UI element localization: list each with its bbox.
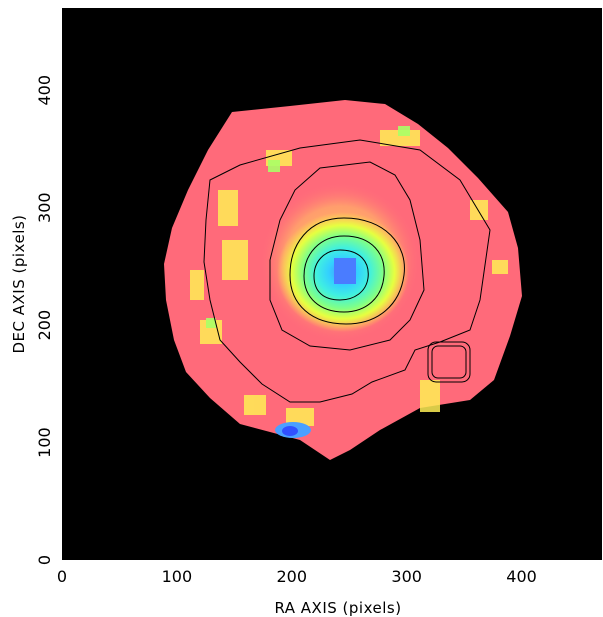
contour-inner bbox=[289, 217, 405, 325]
contour-box-outer bbox=[427, 341, 471, 383]
x-axis-label: RA AXIS (pixels) bbox=[274, 599, 401, 617]
x-tick-label: 100 bbox=[162, 567, 193, 586]
blue-knot-center bbox=[282, 426, 298, 436]
contour-peak bbox=[313, 249, 369, 301]
contour-box-inner bbox=[431, 345, 467, 379]
core-peak bbox=[334, 258, 356, 284]
y-tick-label: 300 bbox=[35, 192, 54, 223]
y-axis-label: DEC AXIS (pixels) bbox=[10, 214, 28, 353]
y-tick-label: 100 bbox=[35, 427, 54, 458]
y-tick-label: 0 bbox=[35, 555, 54, 565]
y-tick-label: 400 bbox=[35, 75, 54, 106]
contour-outer bbox=[203, 139, 491, 403]
emission-map bbox=[164, 100, 522, 460]
x-tick-label: 400 bbox=[506, 567, 537, 586]
contour-core bbox=[303, 235, 385, 313]
x-tick-label: 0 bbox=[57, 567, 67, 586]
contours bbox=[203, 139, 491, 403]
x-tick-label: 200 bbox=[277, 567, 308, 586]
x-axis: 0 100 200 300 400 bbox=[57, 567, 537, 586]
x-tick-label: 300 bbox=[391, 567, 422, 586]
y-tick-label: 200 bbox=[35, 310, 54, 341]
green-patches bbox=[206, 126, 410, 328]
y-axis: 0 100 200 300 400 bbox=[35, 75, 54, 565]
contour-mid bbox=[269, 161, 425, 351]
